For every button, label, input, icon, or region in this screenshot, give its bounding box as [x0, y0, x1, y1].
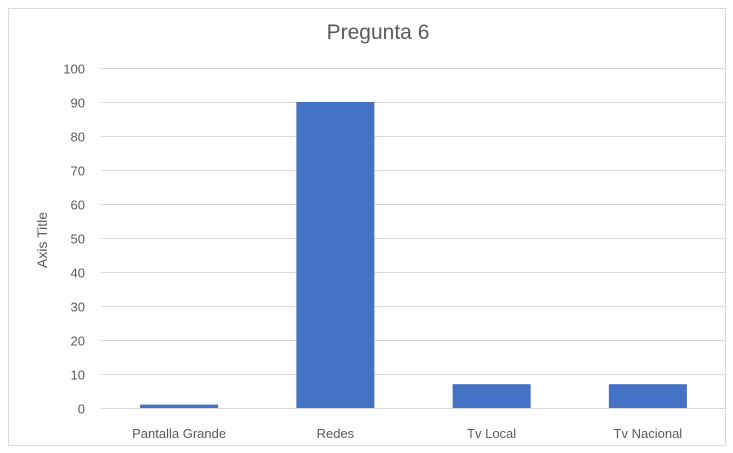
y-tick-label: 50	[71, 232, 85, 247]
x-tick-label: Redes	[317, 426, 355, 441]
x-axis-ticks: Pantalla Grande Redes Tv Local Tv Nacional	[132, 426, 682, 441]
y-tick-label: 40	[71, 266, 85, 281]
x-tick-label: Pantalla Grande	[132, 426, 226, 441]
y-tick-label: 80	[71, 130, 85, 145]
y-axis-ticks: 0 10 20 30 40 50 60 70 80 90 100	[63, 62, 85, 417]
y-axis-title: Axis Title	[34, 212, 50, 268]
bar	[608, 384, 687, 408]
y-tick-label: 90	[71, 96, 85, 111]
chart-title: Pregunta 6	[327, 21, 430, 44]
bars	[140, 102, 687, 408]
y-tick-label: 20	[71, 334, 85, 349]
gridlines	[101, 68, 726, 409]
y-tick-label: 100	[63, 62, 85, 77]
bar	[140, 404, 219, 408]
y-tick-label: 70	[71, 164, 85, 179]
y-tick-label: 30	[71, 300, 85, 315]
y-tick-label: 0	[78, 402, 85, 417]
x-tick-label: Tv Nacional	[614, 426, 683, 441]
bar	[452, 384, 531, 408]
x-tick-label: Tv Local	[467, 426, 516, 441]
y-tick-label: 60	[71, 198, 85, 213]
y-tick-label: 10	[71, 368, 85, 383]
bar	[296, 102, 375, 408]
